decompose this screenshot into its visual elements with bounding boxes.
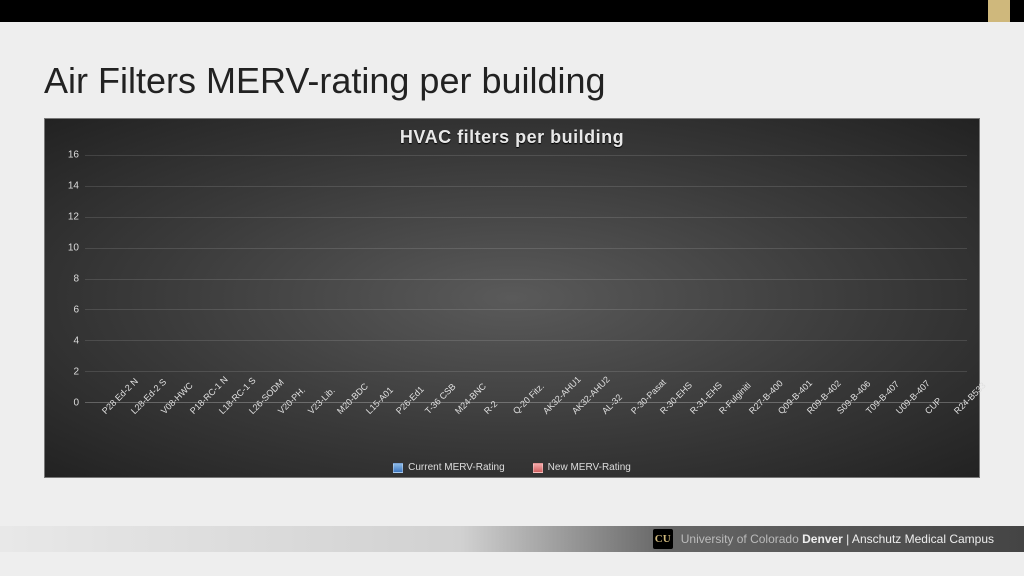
footer-bold: Denver	[802, 532, 843, 546]
legend-label-current: Current MERV-Rating	[408, 462, 505, 473]
footer: CU University of Colorado Denver | Ansch…	[0, 526, 1024, 552]
hvac-chart: HVAC filters per building 0246810121416 …	[44, 118, 980, 478]
footer-suffix: | Anschutz Medical Campus	[843, 532, 994, 546]
grid-line	[85, 279, 967, 280]
x-label-slot: R27-B-400	[732, 405, 761, 459]
x-label-slot: AK32-AHU2	[556, 405, 585, 459]
y-axis: 0246810121416	[45, 155, 83, 403]
x-label-slot: L26-SODM	[232, 405, 261, 459]
y-tick: 2	[73, 367, 79, 378]
legend-label-new: New MERV-Rating	[548, 462, 631, 473]
legend-item-new: New MERV-Rating	[533, 462, 631, 473]
grid-line	[85, 340, 967, 341]
header-stripe	[0, 0, 1024, 22]
x-label-slot: R24-B533	[938, 405, 967, 459]
cu-logo: CU	[653, 529, 673, 549]
legend-item-current: Current MERV-Rating	[393, 462, 505, 473]
y-tick: 4	[73, 336, 79, 347]
x-label-slot: P18-RC-1 N	[173, 405, 202, 459]
x-label-slot: R-30-EHS	[644, 405, 673, 459]
x-axis-labels: P28 Ed-2 NL28-Ed-2 SV08-HWCP18-RC-1 NL18…	[85, 405, 967, 459]
legend-swatch-blue	[393, 463, 403, 473]
x-label-slot: AK32-AHU1	[526, 405, 555, 459]
x-label-slot: R-31-EHS	[673, 405, 702, 459]
x-label-slot: S09-B-406	[820, 405, 849, 459]
x-label-slot: P-30-Pasat	[614, 405, 643, 459]
y-tick: 14	[68, 181, 79, 192]
y-tick: 0	[73, 398, 79, 409]
y-tick: 16	[68, 150, 79, 161]
x-label-slot: L15-A01	[350, 405, 379, 459]
plot-area	[85, 155, 967, 403]
legend-swatch-red	[533, 463, 543, 473]
x-label-slot: V23-Lib.	[291, 405, 320, 459]
grid-line	[85, 309, 967, 310]
grid-line	[85, 217, 967, 218]
x-label-slot: R-2	[467, 405, 496, 459]
x-label-slot: L28-Ed-2 S	[114, 405, 143, 459]
x-label-slot: V08-HWC	[144, 405, 173, 459]
grid-line	[85, 186, 967, 187]
grid-line	[85, 371, 967, 372]
x-label-slot: U09-B-407	[879, 405, 908, 459]
y-tick: 10	[68, 243, 79, 254]
legend: Current MERV-Rating New MERV-Rating	[45, 462, 979, 473]
x-label-slot: AL-32	[585, 405, 614, 459]
x-label-slot: R09-B-402	[791, 405, 820, 459]
x-label-slot: T-36 CSB	[408, 405, 437, 459]
x-label-slot: T09-B-407	[850, 405, 879, 459]
x-label-slot: Q09-B-401	[761, 405, 790, 459]
x-label-slot: CUP	[908, 405, 937, 459]
x-label-slot: P28 Ed-2 N	[85, 405, 114, 459]
grid-line	[85, 248, 967, 249]
x-label-slot: V20-PH.	[261, 405, 290, 459]
footer-text: University of Colorado Denver | Anschutz…	[681, 532, 994, 546]
grid-line	[85, 155, 967, 156]
x-label-slot: M24-BNC	[438, 405, 467, 459]
x-label-slot: M20-BDC	[320, 405, 349, 459]
chart-title: HVAC filters per building	[45, 119, 979, 152]
y-tick: 12	[68, 212, 79, 223]
x-label-slot: R-Fulginiti	[703, 405, 732, 459]
x-label-slot: L18-RC-1 S	[203, 405, 232, 459]
slide-title: Air Filters MERV-rating per building	[44, 60, 606, 102]
y-tick: 6	[73, 305, 79, 316]
footer-prefix: University of Colorado	[681, 532, 802, 546]
x-label-slot: Q-20 Fitz.	[497, 405, 526, 459]
x-label-slot: P26-Ed1	[379, 405, 408, 459]
header-accent	[988, 0, 1010, 22]
y-tick: 8	[73, 274, 79, 285]
